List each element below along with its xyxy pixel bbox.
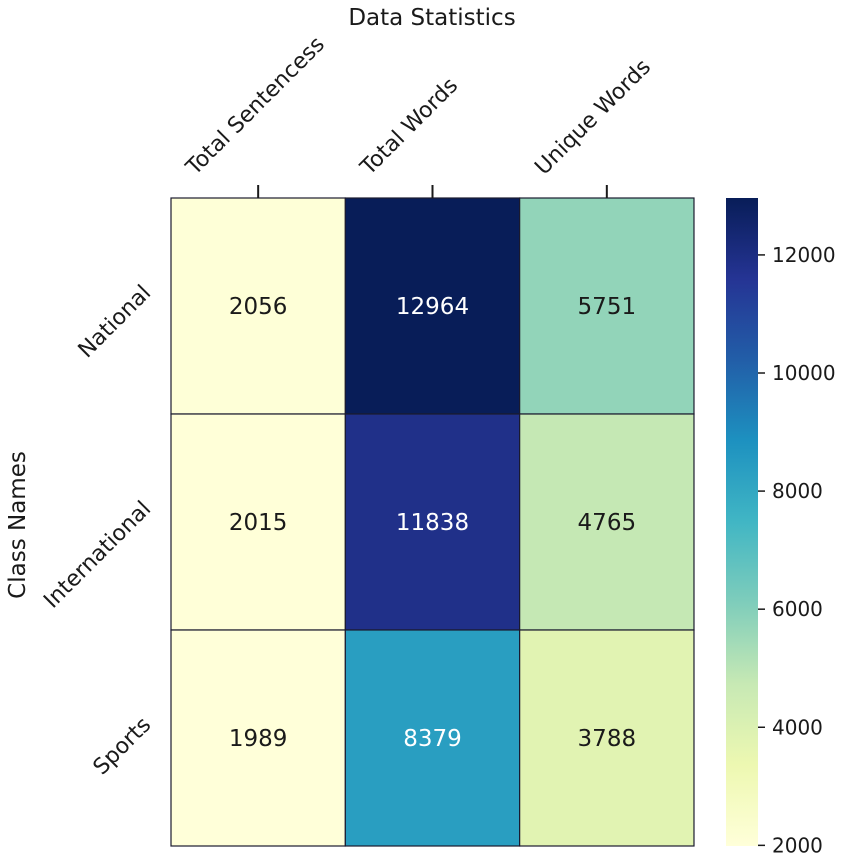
heatmap-cell xyxy=(170,197,346,415)
heatmap-cell xyxy=(344,629,521,847)
colorbar-tick-label: 8000 xyxy=(772,479,823,503)
cell-value-label: 11838 xyxy=(396,510,469,536)
chart-title: Data Statistics xyxy=(348,5,515,31)
heatmap-cell xyxy=(344,413,521,631)
cell-value-label: 3788 xyxy=(578,726,637,752)
colorbar: 2000 4000 6000 8000 10000 12000 xyxy=(726,198,836,857)
colorbar-tick-label: 4000 xyxy=(772,715,823,739)
x-axis-ticks: Total Sentencess Total Words Unique Words xyxy=(181,32,656,198)
heatmap-cells: 2056 12964 5751 2015 11838 4765 1989 8379 3788 xyxy=(170,197,695,847)
heatmap-cell xyxy=(344,197,521,415)
y-axis-ticks: National International Sports xyxy=(39,281,156,781)
colorbar-tick-label: 6000 xyxy=(772,597,823,621)
cell-value-label: 4765 xyxy=(578,510,637,536)
x-tick-label: Total Sentencess xyxy=(181,32,330,181)
y-tick-label: International xyxy=(39,497,156,614)
x-tick-label: Total Words xyxy=(355,73,463,181)
colorbar-tick-label: 12000 xyxy=(772,243,836,267)
heatmap-cell xyxy=(519,629,695,847)
cell-value-label: 1989 xyxy=(229,726,288,752)
y-tick-label: National xyxy=(74,281,157,364)
cell-value-label: 2056 xyxy=(229,294,288,320)
y-tick-label: Sports xyxy=(89,713,157,781)
y-axis-label: Class Names xyxy=(5,451,31,599)
colorbar-tick-label: 10000 xyxy=(772,361,836,385)
heatmap-cell xyxy=(519,413,695,631)
colorbar-gradient xyxy=(726,198,758,846)
cell-value-label: 12964 xyxy=(396,294,469,320)
heatmap-cell xyxy=(170,629,346,847)
colorbar-tick-label: 2000 xyxy=(772,833,823,857)
x-tick-label: Unique Words xyxy=(530,55,656,181)
cell-value-label: 8379 xyxy=(403,726,462,752)
cell-value-label: 2015 xyxy=(229,510,288,536)
heatmap-cell xyxy=(170,413,346,631)
cell-value-label: 5751 xyxy=(578,294,637,320)
